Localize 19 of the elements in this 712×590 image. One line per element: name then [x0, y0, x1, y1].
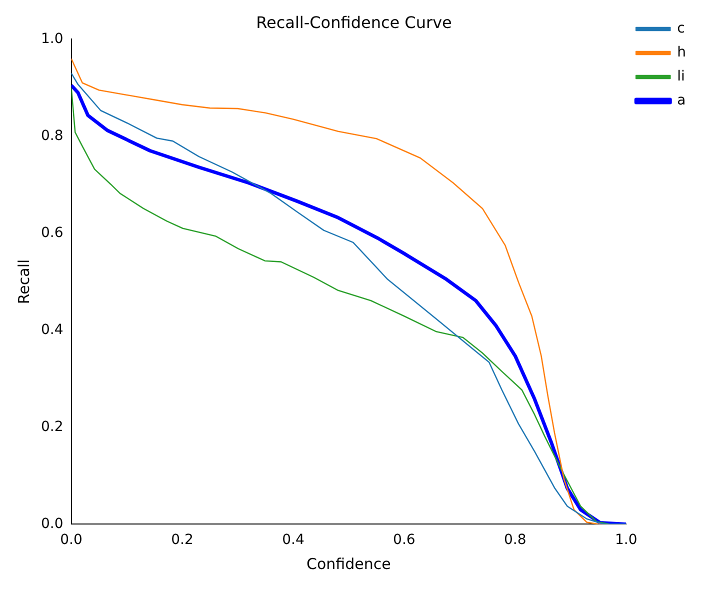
y-tick-label: 1.0: [41, 30, 64, 47]
y-tick-label: 0.4: [41, 322, 64, 338]
x-tick-label: 1.0: [614, 532, 638, 548]
y-axis-title: Recall: [14, 259, 33, 304]
y-tick-label: 0.8: [41, 128, 64, 144]
legend-label: li: [677, 68, 685, 85]
x-tick-label: 0.6: [393, 532, 416, 548]
x-axis-title: Confidence: [306, 554, 391, 573]
x-tick-label: 0.2: [171, 532, 194, 548]
x-tick-label: 0.8: [504, 532, 526, 548]
y-tick-label: 0.6: [41, 224, 64, 241]
x-tick-label: 0.0: [60, 532, 82, 548]
chart-title: Recall-Confidence Curve: [256, 12, 452, 32]
y-tick-label: 0.2: [41, 418, 64, 435]
legend-label: h: [677, 44, 686, 61]
x-tick-label: 0.4: [282, 532, 304, 548]
y-tick-label: 0.0: [41, 516, 64, 532]
legend-label: c: [677, 20, 685, 37]
legend-label: a: [677, 92, 686, 109]
